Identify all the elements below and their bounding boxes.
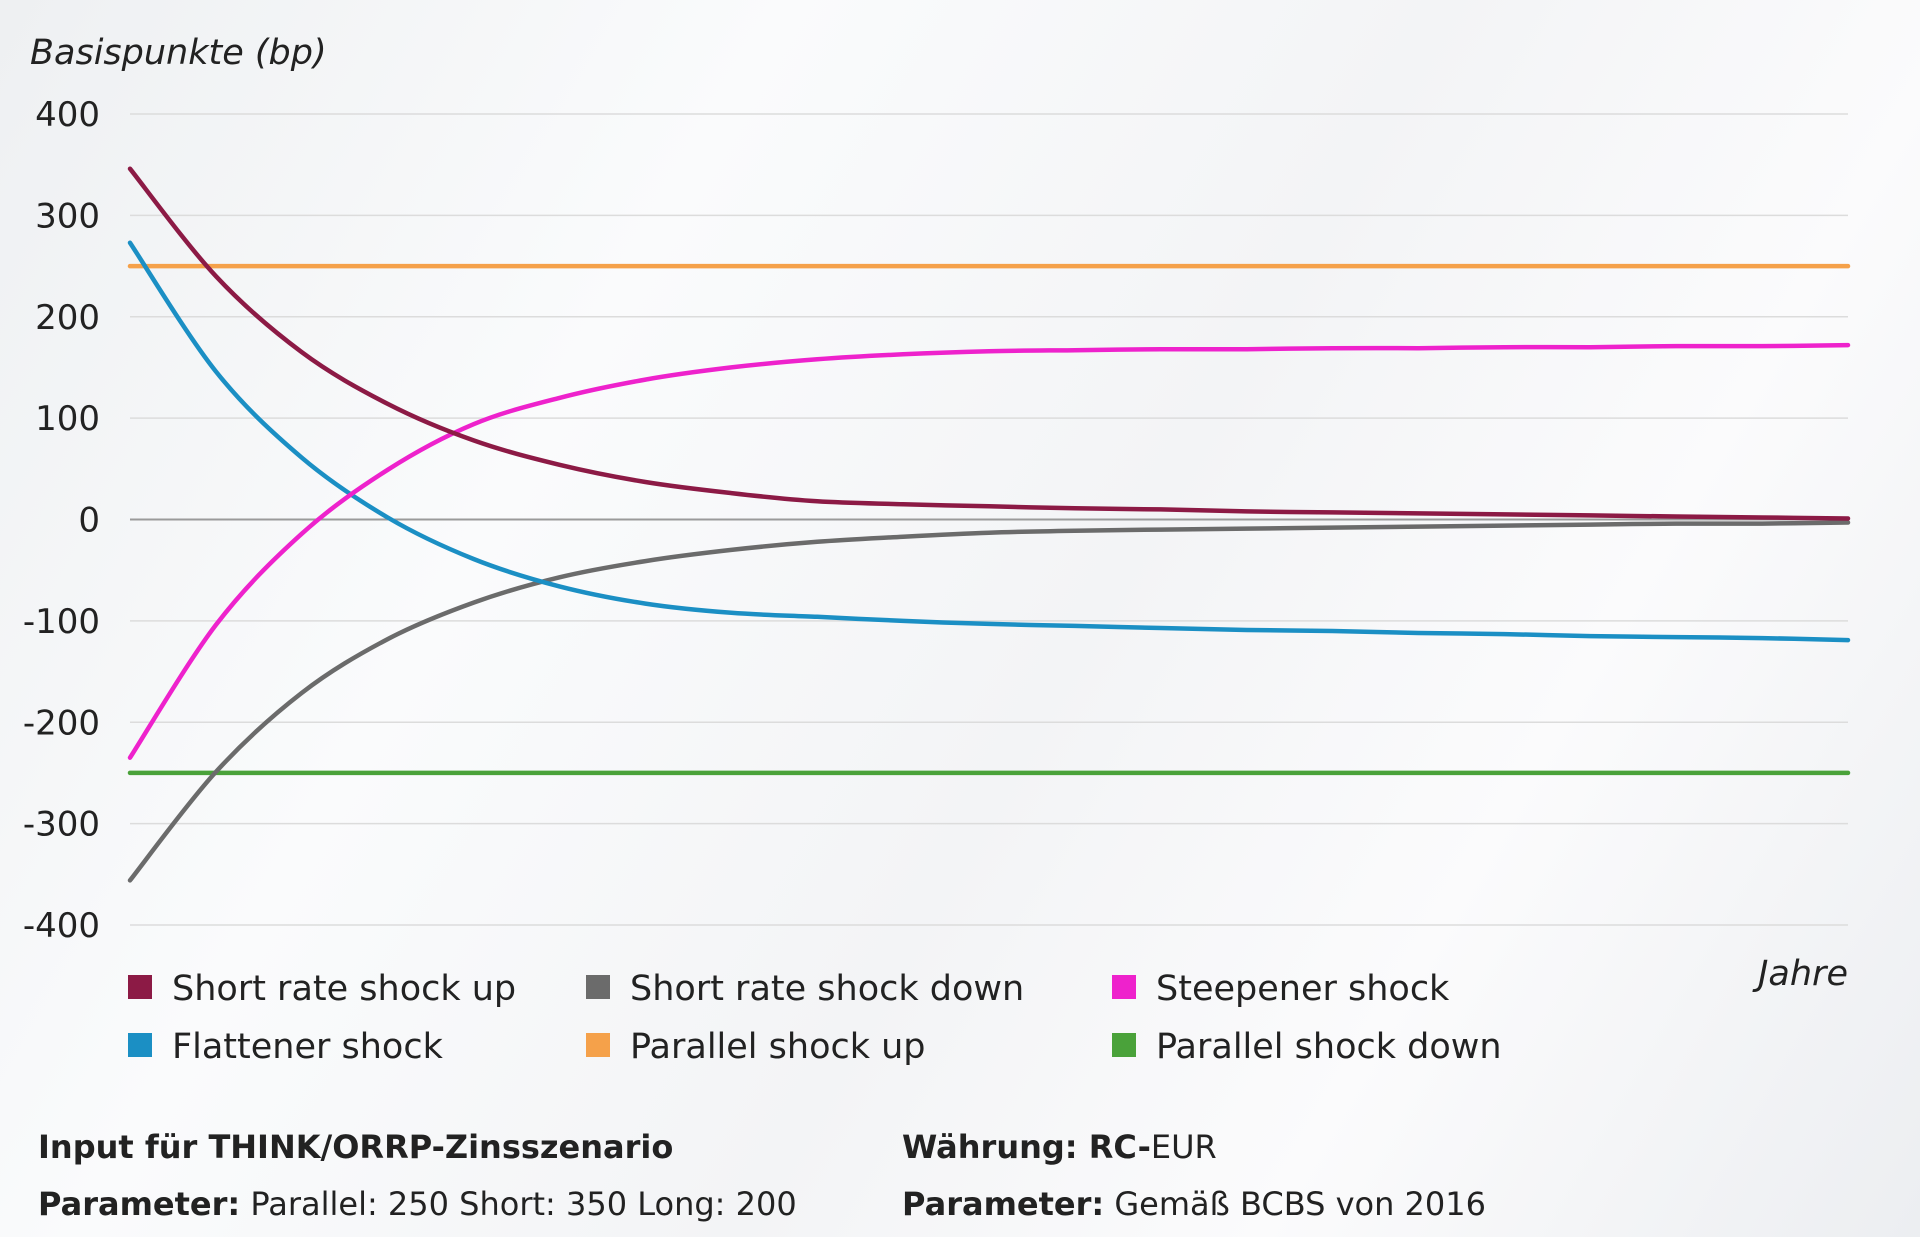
y-tick-label: 100 bbox=[35, 399, 100, 439]
y-tick-label: -100 bbox=[23, 602, 100, 642]
y-tick-label: 200 bbox=[35, 298, 100, 338]
x-axis-label: Jahre bbox=[1752, 954, 1848, 994]
legend-swatch-short-rate-shock-up bbox=[128, 975, 152, 999]
y-tick-label: -300 bbox=[23, 805, 100, 845]
series-line-short-rate-shock-up bbox=[127, 166, 1851, 521]
y-axis-label: Basispunkte (bp) bbox=[30, 33, 327, 73]
legend-label-short-rate-shock-up: Short rate shock up bbox=[172, 969, 516, 1009]
series-line-flattener-shock bbox=[127, 240, 1851, 643]
y-tick-labels: 400 300 200 100 0 -100 -200 -300 -400 bbox=[23, 95, 100, 946]
y-tick-label: 0 bbox=[78, 501, 100, 541]
legend: Short rate shock up Short rate shock down… bbox=[128, 969, 1502, 1067]
footer-parameters-left: Parameter: Parallel: 250 Short: 350 Long… bbox=[38, 1185, 797, 1223]
y-tick-label: 400 bbox=[35, 95, 100, 135]
series-line-short-rate-shock-down bbox=[127, 520, 1851, 883]
footer-currency: Währung: RC-EUR bbox=[902, 1128, 1217, 1166]
footer-parameters-right: Parameter: Gemäß BCBS von 2016 bbox=[902, 1185, 1486, 1223]
legend-label-steepener-shock: Steepener shock bbox=[1156, 969, 1450, 1009]
footer-info: Input für THINK/ORRP-Zinsszenario Parame… bbox=[0, 1110, 1920, 1237]
y-tick-label: -400 bbox=[23, 906, 100, 946]
legend-swatch-parallel-shock-up bbox=[586, 1033, 610, 1057]
series-lines bbox=[127, 166, 1851, 883]
footer-title: Input für THINK/ORRP-Zinsszenario bbox=[38, 1128, 674, 1166]
legend-label-short-rate-shock-down: Short rate shock down bbox=[630, 969, 1024, 1009]
legend-swatch-parallel-shock-down bbox=[1112, 1033, 1136, 1057]
legend-label-parallel-shock-down: Parallel shock down bbox=[1156, 1027, 1502, 1067]
legend-swatch-steepener-shock bbox=[1112, 975, 1136, 999]
y-tick-label: 300 bbox=[35, 196, 100, 236]
legend-swatch-short-rate-shock-down bbox=[586, 975, 610, 999]
legend-label-flattener-shock: Flattener shock bbox=[172, 1027, 444, 1067]
legend-label-parallel-shock-up: Parallel shock up bbox=[630, 1027, 926, 1067]
y-tick-label: -200 bbox=[23, 703, 100, 743]
legend-swatch-flattener-shock bbox=[128, 1033, 152, 1057]
series-line-steepener-shock bbox=[127, 342, 1851, 760]
